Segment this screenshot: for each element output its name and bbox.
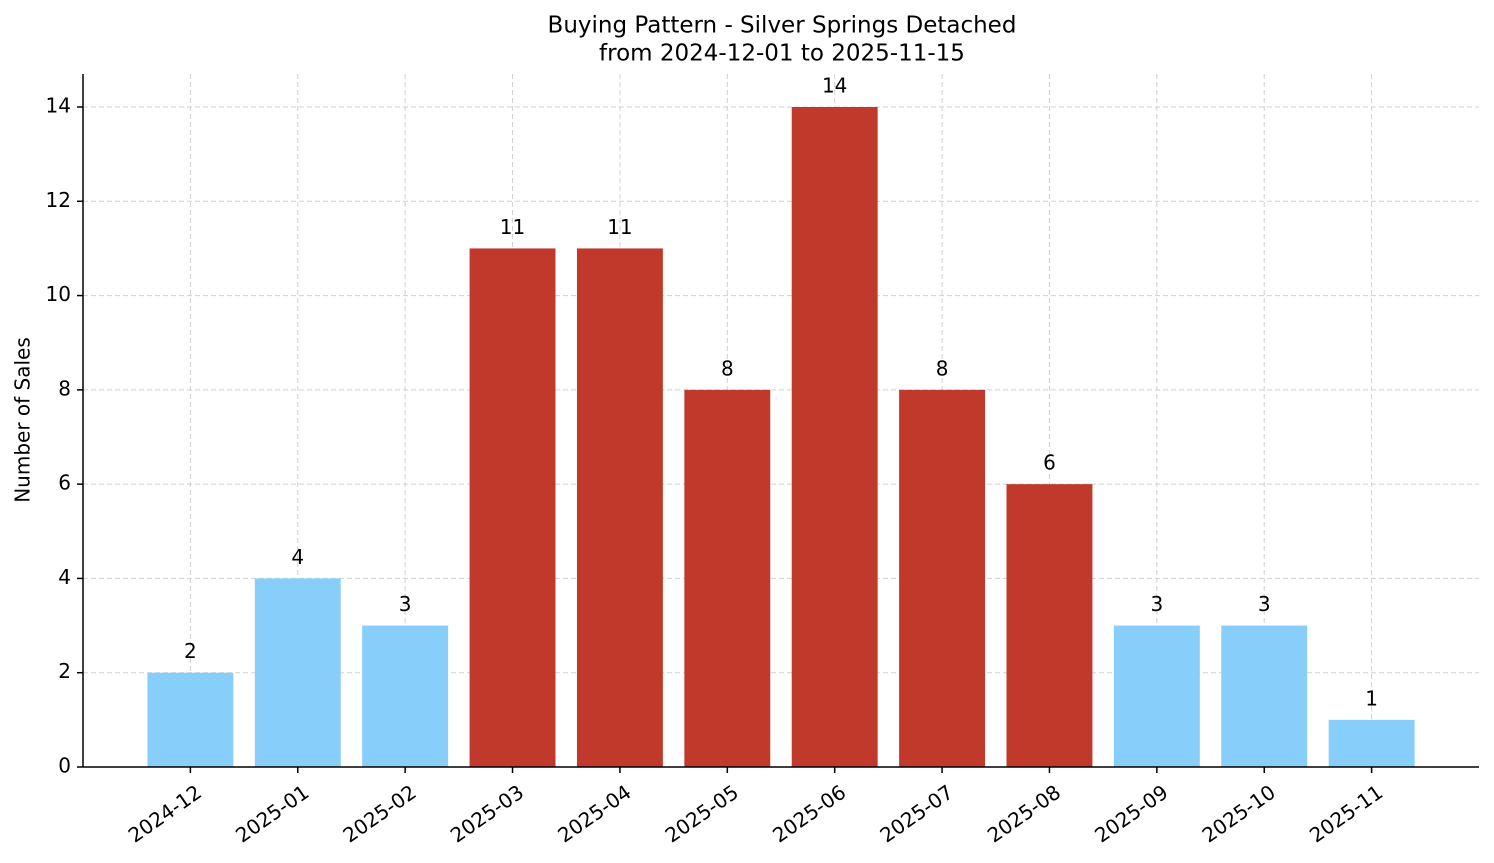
x-tick-label: 2025-05 xyxy=(661,780,743,848)
y-axis-label: Number of Sales xyxy=(11,337,35,503)
data-label: 4 xyxy=(291,545,304,569)
bar xyxy=(791,107,878,767)
y-tick-label: 4 xyxy=(58,565,71,589)
data-label: 6 xyxy=(1043,451,1056,475)
bar xyxy=(1113,625,1200,767)
data-label: 11 xyxy=(500,215,525,239)
data-label: 14 xyxy=(822,74,847,98)
bar xyxy=(254,578,341,767)
x-tick-label: 2025-11 xyxy=(1305,780,1387,848)
y-tick-label: 0 xyxy=(58,754,71,778)
chart-title: Buying Pattern - Silver Springs Detached xyxy=(548,13,1017,39)
y-tick-label: 8 xyxy=(58,376,71,400)
bar xyxy=(362,625,449,767)
y-tick-label: 12 xyxy=(46,188,71,212)
bar xyxy=(576,248,663,767)
chart-subtitle: from 2024-12-01 to 2025-11-15 xyxy=(599,41,965,67)
x-tick-label: 2025-09 xyxy=(1090,780,1172,848)
data-label: 2 xyxy=(184,639,197,663)
y-tick-label: 6 xyxy=(58,471,71,495)
x-tick-label: 2025-07 xyxy=(875,780,957,848)
bar xyxy=(684,389,771,767)
y-tick-label: 10 xyxy=(46,282,71,306)
data-label: 3 xyxy=(1258,592,1271,616)
x-tick-label: 2025-06 xyxy=(768,780,850,848)
y-tick-label: 14 xyxy=(46,94,71,118)
data-label: 3 xyxy=(399,592,412,616)
bar xyxy=(147,672,234,767)
x-tick-label: 2025-10 xyxy=(1198,780,1280,848)
data-label: 8 xyxy=(936,356,949,380)
bar xyxy=(1328,719,1415,767)
x-tick-label: 2024-12 xyxy=(124,780,206,848)
bar xyxy=(1006,484,1093,767)
data-label: 1 xyxy=(1365,686,1378,710)
bar xyxy=(1221,625,1308,767)
x-tick-label: 2025-02 xyxy=(339,780,421,848)
data-label: 8 xyxy=(721,356,734,380)
x-tick-label: 2025-08 xyxy=(983,780,1065,848)
y-tick-label: 2 xyxy=(58,659,71,683)
bar xyxy=(899,389,986,767)
x-tick-label: 2025-03 xyxy=(446,780,528,848)
x-tick-label: 2025-01 xyxy=(231,780,313,848)
data-label: 11 xyxy=(607,215,632,239)
data-label: 3 xyxy=(1150,592,1163,616)
x-tick-label: 2025-04 xyxy=(553,780,635,848)
bar xyxy=(469,248,556,767)
